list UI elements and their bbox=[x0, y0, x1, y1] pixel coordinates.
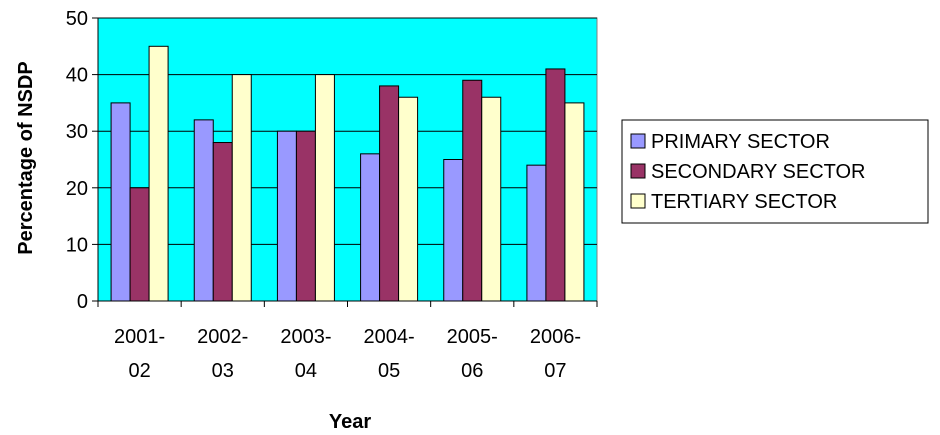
legend-swatch bbox=[630, 163, 646, 179]
bar-tertiary-sector-3 bbox=[398, 96, 419, 302]
legend: PRIMARY SECTOR SECONDARY SECTOR TERTIARY S… bbox=[621, 119, 929, 224]
axes bbox=[92, 17, 598, 307]
bar-secondary-sector-1 bbox=[212, 142, 233, 302]
y-tick-label: 40 bbox=[66, 65, 88, 87]
legend-label: PRIMARY SECTOR bbox=[651, 131, 830, 153]
x-tick-label: 2003- bbox=[280, 326, 331, 348]
y-tick-label: 50 bbox=[66, 8, 88, 30]
x-tick-label: 06 bbox=[461, 360, 483, 382]
legend-label: TERTIARY SECTOR bbox=[651, 191, 837, 213]
x-tick-label: 04 bbox=[295, 360, 317, 382]
bar-primary-sector-1 bbox=[193, 119, 214, 302]
gridlines bbox=[98, 17, 597, 245]
y-axis-title: Percentage of NSDP bbox=[15, 61, 37, 254]
x-axis-title: Year bbox=[329, 411, 371, 433]
bar-primary-sector-0 bbox=[110, 102, 131, 302]
y-tick-label: 30 bbox=[66, 121, 88, 143]
legend-swatch bbox=[630, 193, 646, 209]
x-tick-label: 07 bbox=[544, 360, 566, 382]
bar-tertiary-sector-2 bbox=[314, 74, 335, 302]
x-tick-label: 05 bbox=[378, 360, 400, 382]
bar-tertiary-sector-0 bbox=[148, 45, 169, 302]
plot-area bbox=[97, 17, 598, 302]
legend-box bbox=[621, 119, 929, 224]
bar-secondary-sector-0 bbox=[129, 187, 150, 302]
bar-primary-sector-5 bbox=[526, 164, 547, 302]
x-tick-label: 02 bbox=[128, 360, 150, 382]
bar-secondary-sector-5 bbox=[545, 68, 566, 302]
bar-tertiary-sector-4 bbox=[481, 96, 502, 302]
bar-tertiary-sector-1 bbox=[231, 74, 252, 302]
x-tick-label: 03 bbox=[212, 360, 234, 382]
x-tick-label: 2002- bbox=[197, 326, 248, 348]
y-tick-label: 0 bbox=[77, 291, 88, 313]
bar-secondary-sector-2 bbox=[295, 130, 316, 302]
bar-primary-sector-2 bbox=[276, 130, 297, 302]
x-tick-label: 2006- bbox=[530, 326, 581, 348]
legend-label: SECONDARY SECTOR bbox=[651, 161, 866, 183]
bar-primary-sector-3 bbox=[360, 153, 381, 302]
x-tick-label: 2001- bbox=[114, 326, 165, 348]
y-tick-label: 20 bbox=[66, 178, 88, 200]
bar-secondary-sector-4 bbox=[462, 79, 483, 302]
x-tick-label: 2004- bbox=[364, 326, 415, 348]
y-tick-label: 10 bbox=[66, 234, 88, 256]
x-tick-labels: 2001- 02 2002- 03 2003- 04 2004- 05 2005- 06 2006-… bbox=[114, 326, 581, 382]
bar-secondary-sector-3 bbox=[379, 85, 400, 302]
x-tick-label: 2005- bbox=[447, 326, 498, 348]
bar-primary-sector-4 bbox=[443, 159, 464, 302]
bar-tertiary-sector-5 bbox=[564, 102, 585, 302]
legend-swatch bbox=[630, 133, 646, 149]
y-tick-labels: 0 10 20 30 40 50 bbox=[66, 8, 88, 313]
